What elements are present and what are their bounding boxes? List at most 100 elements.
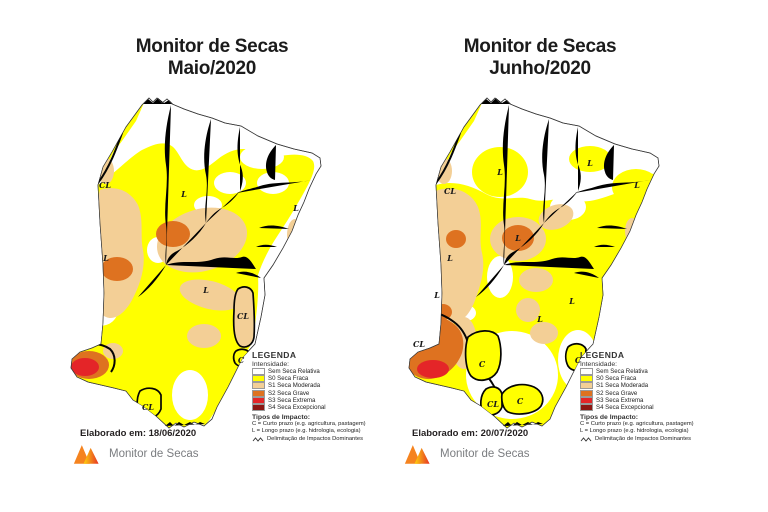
legend-swatch-s0 bbox=[252, 375, 265, 383]
impact-line-northwest bbox=[97, 132, 123, 184]
impact-delimitations-junho bbox=[409, 132, 587, 416]
impact-label: C bbox=[238, 355, 245, 365]
legend-item-label: S2 Seca Grave bbox=[596, 389, 638, 397]
elaborated-date-junho: Elaborado em: 20/07/2020 bbox=[412, 428, 529, 439]
impact-label: L bbox=[586, 158, 593, 168]
impact-region-c-central bbox=[464, 330, 502, 382]
elaborated-date-maio: Elaborado em: 18/06/2020 bbox=[80, 428, 197, 439]
legend-swatch-s4 bbox=[580, 404, 593, 412]
legend-item-s3: S3 Seca Extrema bbox=[580, 396, 700, 404]
legend-item-label: S4 Seca Excepcional bbox=[268, 404, 326, 412]
legend-item-s2: S2 Seca Grave bbox=[252, 389, 372, 397]
impact-label: L bbox=[633, 180, 640, 190]
legend-swatch-s2 bbox=[580, 389, 593, 397]
legend-swatch-s0 bbox=[580, 375, 593, 383]
map-labels-1: CL L L L L L L L L CL C CL C C bbox=[413, 158, 640, 409]
impact-region-cl-east bbox=[232, 286, 256, 348]
legend-impact-line-l: L = Longo prazo (e.g. hidrologia, ecolog… bbox=[580, 427, 689, 434]
legend-item-label: S0 Seca Fraca bbox=[596, 375, 637, 383]
map-labels-0: CL L L L L CL C CL bbox=[99, 180, 299, 412]
legend-intensity-heading: Intensidade: bbox=[252, 361, 290, 368]
legend-items: Sem Seca Relativa S0 Seca Fraca S1 Seca Mo… bbox=[580, 368, 700, 412]
legend-intensity-heading: Intensidade: bbox=[580, 361, 618, 368]
impact-label: L bbox=[180, 189, 187, 199]
s3-extreme-drought-areas bbox=[417, 360, 449, 378]
legend-items: Sem Seca Relativa S0 Seca Fraca S1 Seca Mo… bbox=[252, 368, 372, 412]
legend-item-none: Sem Seca Relativa bbox=[580, 368, 700, 376]
legend-item-none: Sem Seca Relativa bbox=[252, 368, 372, 376]
legend-item-s4: S4 Seca Excepcional bbox=[580, 404, 700, 412]
drought-map-junho: CL L L L L L L L L CL C CL C C bbox=[408, 97, 660, 429]
legend-item-s0: S0 Seca Fraca bbox=[252, 375, 372, 383]
impact-label: CL bbox=[99, 180, 111, 190]
impact-region-c-south bbox=[500, 383, 544, 415]
legend-impact-line-l: L = Longo prazo (e.g. hidrologia, ecolog… bbox=[252, 427, 361, 434]
legend-swatch-none bbox=[252, 368, 265, 376]
legend-impacts-heading: Tipos de Impacto: bbox=[252, 413, 311, 421]
impact-label: CL bbox=[142, 402, 154, 412]
title-line1: Monitor de Secas bbox=[135, 36, 289, 57]
legend-title: LEGENDA bbox=[252, 350, 297, 360]
legend-item-label: S2 Seca Grave bbox=[268, 389, 310, 397]
impact-label: C bbox=[517, 396, 524, 406]
impact-label: L bbox=[514, 233, 521, 243]
impact-label: C bbox=[575, 355, 582, 365]
impact-label: L bbox=[568, 296, 575, 306]
title-line2: Junho/2020 bbox=[489, 58, 591, 79]
impact-label: L bbox=[446, 253, 453, 263]
legend-swatch-s4 bbox=[252, 404, 265, 412]
brand-row-maio: Monitor de Secas bbox=[73, 442, 199, 466]
monitor-de-secas-logo bbox=[73, 445, 99, 464]
impact-label: L bbox=[102, 253, 109, 263]
impact-label: L bbox=[496, 167, 503, 177]
legend-delimitation-label: Delimitação de Impactos Dominantes bbox=[267, 435, 364, 442]
title-line1: Monitor de Secas bbox=[463, 36, 617, 57]
legend-swatch-s1 bbox=[580, 382, 593, 390]
legend-impact-line-c: C = Curto prazo (e.g. agricultura, pasta… bbox=[252, 420, 366, 427]
legend-swatch-s3 bbox=[252, 396, 265, 404]
legend-item-s1: S1 Seca Moderada bbox=[580, 382, 700, 390]
squiggle-icon bbox=[252, 436, 264, 442]
legend-impact-line-c: C = Curto prazo (e.g. agricultura, pasta… bbox=[580, 420, 694, 427]
legend-item-label: Sem Seca Relativa bbox=[268, 368, 320, 376]
legend-title: LEGENDA bbox=[580, 350, 625, 360]
brand-text: Monitor de Secas bbox=[109, 448, 199, 460]
legend-item-label: S0 Seca Fraca bbox=[268, 375, 309, 383]
legend-item-s0: S0 Seca Fraca bbox=[580, 375, 700, 383]
legend-swatch-s3 bbox=[580, 396, 593, 404]
legend-item-s2: S2 Seca Grave bbox=[580, 389, 700, 397]
impact-label: CL bbox=[487, 399, 499, 409]
impact-label: L bbox=[433, 290, 440, 300]
legend-junho: LEGENDA Intensidade: Sem Seca Relativa S0… bbox=[580, 350, 700, 443]
legend-swatch-s2 bbox=[252, 389, 265, 397]
impact-label: CL bbox=[237, 311, 249, 321]
legend-delimitation-row: Delimitação de Impactos Dominantes bbox=[580, 436, 700, 443]
impact-label: L bbox=[536, 314, 543, 324]
map-title-maio: Monitor de Secas Maio/2020 bbox=[92, 36, 332, 80]
legend-item-s1: S1 Seca Moderada bbox=[252, 382, 372, 390]
legend-item-label: S4 Seca Excepcional bbox=[596, 404, 654, 412]
legend-delimitation-label: Delimitação de Impactos Dominantes bbox=[595, 435, 692, 442]
legend-swatch-none bbox=[580, 368, 593, 376]
legend-item-label: S1 Seca Moderada bbox=[596, 382, 649, 390]
s3-extreme-drought-areas bbox=[71, 358, 99, 376]
legend-maio: LEGENDA Intensidade: Sem Seca Relativa S0… bbox=[252, 350, 372, 443]
impact-label: CL bbox=[413, 339, 425, 349]
drought-map-maio: CL L L L L CL C CL bbox=[70, 97, 322, 429]
brand-text: Monitor de Secas bbox=[440, 448, 530, 460]
legend-item-label: S1 Seca Moderada bbox=[268, 382, 321, 390]
impact-label: CL bbox=[444, 186, 456, 196]
legend-impacts-heading: Tipos de Impacto: bbox=[580, 413, 639, 421]
legend-item-label: Sem Seca Relativa bbox=[596, 368, 648, 376]
impact-region-cl-south bbox=[480, 386, 503, 416]
impact-label: L bbox=[202, 285, 209, 295]
legend-item-label: S3 Seca Extrema bbox=[596, 396, 644, 404]
impact-label: C bbox=[479, 359, 486, 369]
legend-item-s3: S3 Seca Extrema bbox=[252, 396, 372, 404]
title-line2: Maio/2020 bbox=[167, 58, 257, 79]
monitor-de-secas-logo bbox=[404, 445, 430, 464]
legend-item-s4: S4 Seca Excepcional bbox=[252, 404, 372, 412]
legend-swatch-s1 bbox=[252, 382, 265, 390]
legend-item-label: S3 Seca Extrema bbox=[268, 396, 316, 404]
